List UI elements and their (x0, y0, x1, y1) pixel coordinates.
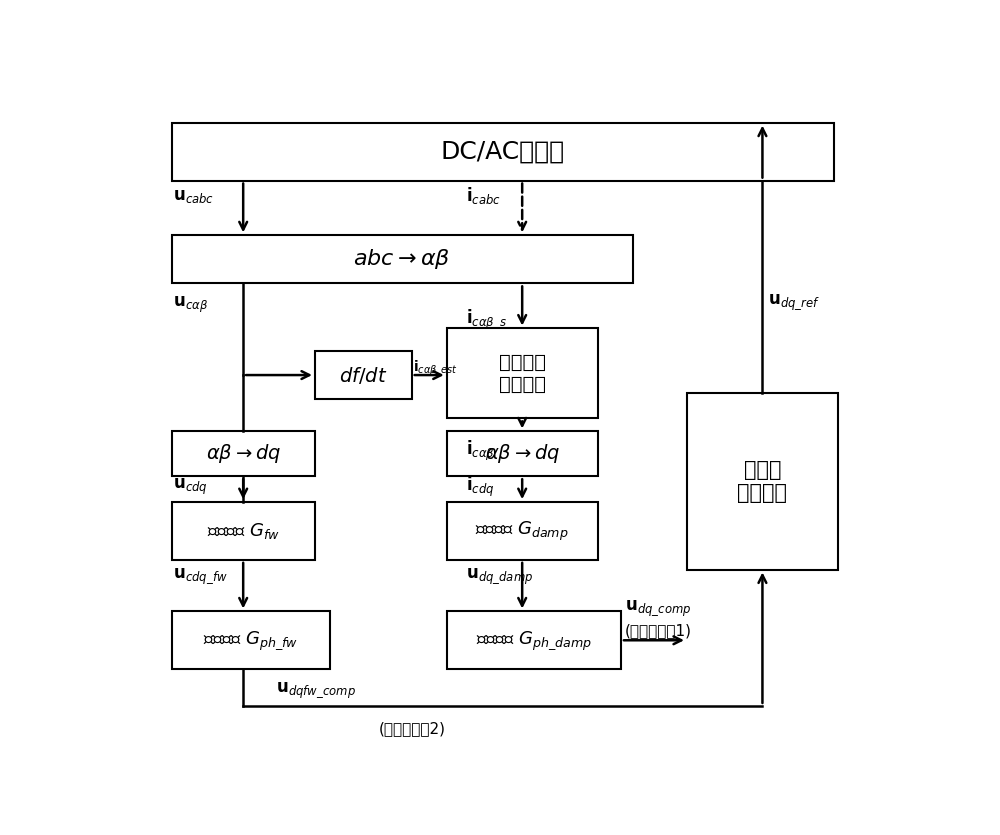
FancyBboxPatch shape (447, 432, 598, 476)
Text: DC/AC变换器: DC/AC变换器 (441, 139, 565, 164)
Text: $\mathbf{u}_{cdq\_fw}$: $\mathbf{u}_{cdq\_fw}$ (173, 566, 228, 585)
Text: $\mathbf{i}_{c\alpha\beta}$: $\mathbf{i}_{c\alpha\beta}$ (466, 438, 495, 463)
Text: 增益环节 $G_{fw}$: 增益环节 $G_{fw}$ (207, 521, 280, 541)
Text: $\mathbf{u}_{cabc}$: $\mathbf{u}_{cabc}$ (173, 187, 214, 205)
Text: $\mathbf{u}_{dq\_ref}$: $\mathbf{u}_{dq\_ref}$ (768, 293, 820, 312)
Text: 相位补偿 $G_{ph\_fw}$: 相位补偿 $G_{ph\_fw}$ (203, 629, 299, 651)
Text: 相位补偿 $G_{ph\_damp}$: 相位补偿 $G_{ph\_damp}$ (476, 629, 592, 651)
FancyBboxPatch shape (315, 351, 412, 399)
FancyBboxPatch shape (172, 611, 330, 669)
Text: $\mathbf{u}_{dq\_damp}$: $\mathbf{u}_{dq\_damp}$ (466, 566, 533, 585)
FancyBboxPatch shape (172, 432, 315, 476)
FancyBboxPatch shape (172, 123, 834, 180)
Text: $\mathbf{i}_{cabc}$: $\mathbf{i}_{cabc}$ (466, 185, 501, 206)
Text: 增益环节 $G_{damp}$: 增益环节 $G_{damp}$ (475, 519, 569, 543)
FancyBboxPatch shape (447, 611, 621, 669)
Text: $\mathbf{u}_{dqfw\_comp}$: $\mathbf{u}_{dqfw\_comp}$ (276, 681, 356, 701)
Text: $\mathbf{i}_{c\alpha\beta\_s}$: $\mathbf{i}_{c\alpha\beta\_s}$ (466, 307, 507, 331)
Text: 电容电流
获取模块: 电容电流 获取模块 (499, 353, 546, 394)
Text: $\mathbf{u}_{dq\_comp}$: $\mathbf{u}_{dq\_comp}$ (625, 599, 691, 618)
FancyBboxPatch shape (687, 392, 838, 569)
Text: $\mathbf{i}_{c\alpha\beta\_est}$: $\mathbf{i}_{c\alpha\beta\_est}$ (413, 359, 458, 379)
Text: $\alpha\beta \rightarrow dq$: $\alpha\beta \rightarrow dq$ (206, 443, 281, 465)
FancyBboxPatch shape (447, 328, 598, 418)
Text: $\mathbf{u}_{c\alpha\beta}$: $\mathbf{u}_{c\alpha\beta}$ (173, 295, 208, 315)
FancyBboxPatch shape (172, 235, 633, 283)
Text: $\mathbf{u}_{cdq}$: $\mathbf{u}_{cdq}$ (173, 477, 208, 498)
Text: $df/dt$: $df/dt$ (339, 365, 388, 386)
Text: $\mathbf{i}_{cdq}$: $\mathbf{i}_{cdq}$ (466, 475, 495, 499)
Text: (控制作用量2): (控制作用量2) (378, 721, 445, 736)
Text: 变换器
电流控制: 变换器 电流控制 (737, 459, 787, 503)
FancyBboxPatch shape (172, 502, 315, 560)
FancyBboxPatch shape (447, 502, 598, 560)
Text: (控制作用量1): (控制作用量1) (625, 623, 692, 638)
Text: $\alpha\beta \rightarrow dq$: $\alpha\beta \rightarrow dq$ (485, 443, 560, 465)
Text: $abc \rightarrow \alpha\beta$: $abc \rightarrow \alpha\beta$ (353, 247, 451, 271)
